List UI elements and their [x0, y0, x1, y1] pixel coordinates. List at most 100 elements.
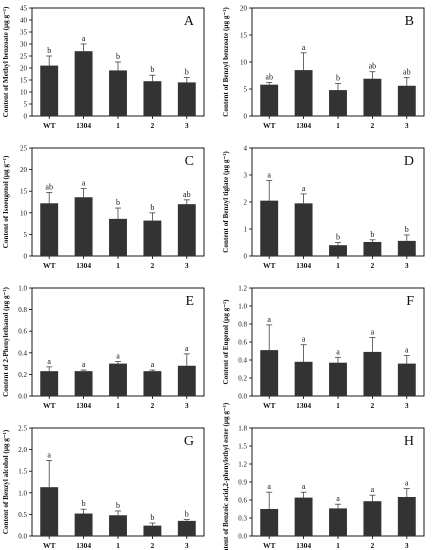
x-tick-label: 1	[336, 261, 340, 270]
bar	[363, 78, 382, 116]
x-tick-label: 2	[371, 261, 375, 270]
bar	[397, 85, 416, 116]
bar	[109, 363, 127, 396]
y-tick-label: 0.3	[238, 515, 247, 523]
panel-letter: G	[184, 434, 194, 449]
y-tick-label: 0.5	[18, 511, 27, 519]
y-tick-label: 0.8	[18, 306, 27, 314]
bar	[397, 363, 416, 396]
x-tick-label: 3	[185, 261, 189, 270]
x-tick-label: 2	[371, 401, 375, 410]
bar	[143, 220, 162, 256]
x-tick-label: 1304	[76, 261, 91, 270]
y-tick-label: 35	[20, 29, 28, 37]
y-tick-label: 0.0	[18, 533, 27, 541]
x-tick-label: WT	[263, 401, 276, 410]
y-axis-label: Content of Benzyl alcohol (μg g⁻¹)	[2, 429, 10, 534]
y-tick-label: 4	[244, 145, 248, 153]
bar	[329, 508, 347, 536]
panel-c: 0 5 10 15 20 25 Content of Isoeugenol (μg g⁻¹)…	[2, 145, 205, 270]
x-tick-label: 1304	[296, 401, 311, 410]
y-tick-label: 1.0	[18, 489, 27, 497]
bar	[397, 497, 416, 536]
y-tick-label: 2.0	[18, 446, 27, 454]
x-tick-label: WT	[43, 261, 56, 270]
bar	[177, 204, 196, 256]
bar	[363, 501, 382, 536]
bar	[294, 203, 313, 256]
significance-letter: b	[150, 203, 154, 212]
y-tick-label: 10	[20, 89, 28, 97]
x-tick-label: 1	[116, 541, 120, 550]
y-tick-label: 0	[24, 113, 28, 121]
bar	[74, 197, 93, 256]
bar	[363, 241, 382, 256]
significance-letter: ab	[403, 68, 411, 77]
y-tick-label: 20	[240, 5, 248, 13]
bar	[260, 200, 279, 256]
significance-letter: ab	[45, 182, 53, 191]
significance-letter: b	[116, 52, 120, 61]
x-tick-label: 2	[151, 541, 155, 550]
bar	[143, 81, 162, 116]
y-tick-label: 2.5	[18, 425, 27, 433]
significance-letter: b	[336, 74, 340, 83]
bar	[294, 361, 313, 396]
significance-letter: a	[267, 482, 271, 491]
x-tick-label: 3	[405, 261, 409, 270]
x-tick-label: 1304	[76, 121, 91, 130]
panel-letter: H	[404, 434, 414, 449]
y-tick-label: 0.4	[238, 357, 247, 365]
bar	[294, 70, 313, 116]
y-tick-label: 1.5	[238, 443, 247, 451]
x-tick-label: 3	[405, 541, 409, 550]
x-tick-label: 1	[336, 121, 340, 130]
significance-letter: a	[302, 335, 306, 344]
panel-h: 0.0 0.3 0.6 0.9 1.2 1.5 1.8 Content of Benzoic …	[222, 402, 425, 550]
bar	[109, 515, 127, 536]
y-tick-label: 40	[20, 17, 28, 25]
y-tick-label: 20	[20, 166, 28, 174]
significance-letter: a	[302, 43, 306, 52]
x-tick-label: 1304	[296, 261, 311, 270]
y-tick-label: 0.8	[238, 321, 247, 329]
x-tick-label: WT	[43, 401, 56, 410]
y-tick-label: 0	[244, 253, 248, 261]
y-tick-label: 1.2	[238, 461, 247, 469]
y-tick-label: 5	[24, 231, 28, 239]
significance-letter: a	[185, 344, 189, 353]
y-tick-label: 1.2	[238, 285, 247, 293]
bar	[109, 70, 127, 116]
bar	[143, 525, 162, 536]
significance-letter: b	[185, 510, 189, 519]
x-tick-label: 2	[371, 541, 375, 550]
panel-letter: A	[184, 14, 195, 29]
y-tick-label: 1	[244, 226, 248, 234]
bar	[177, 365, 196, 396]
bar	[74, 51, 93, 117]
y-tick-label: 0.0	[18, 393, 27, 401]
significance-letter: b	[185, 68, 189, 77]
x-tick-label: 2	[151, 121, 155, 130]
bar	[329, 90, 347, 116]
y-tick-label: 0.0	[238, 533, 247, 541]
significance-letter: a	[371, 328, 375, 337]
bar	[40, 203, 59, 256]
panel-d: 0 1 2 3 4 Content of Benzyl tiglate (μg g⁻¹) D…	[222, 145, 425, 270]
significance-letter: a	[151, 360, 155, 369]
x-tick-label: 1304	[296, 121, 311, 130]
y-tick-label: 1.8	[238, 425, 247, 433]
significance-letter: a	[82, 360, 86, 369]
y-tick-label: 10	[240, 59, 248, 67]
x-tick-label: 1304	[296, 541, 311, 550]
x-tick-label: 3	[405, 401, 409, 410]
x-tick-label: WT	[263, 541, 276, 550]
y-tick-label: 0	[244, 113, 248, 121]
significance-letter: b	[150, 513, 154, 522]
x-tick-label: 2	[151, 401, 155, 410]
significance-letter: a	[405, 479, 409, 488]
y-tick-label: 0.6	[238, 497, 247, 505]
significance-letter: a	[267, 315, 271, 324]
panel-letter: F	[406, 294, 414, 309]
